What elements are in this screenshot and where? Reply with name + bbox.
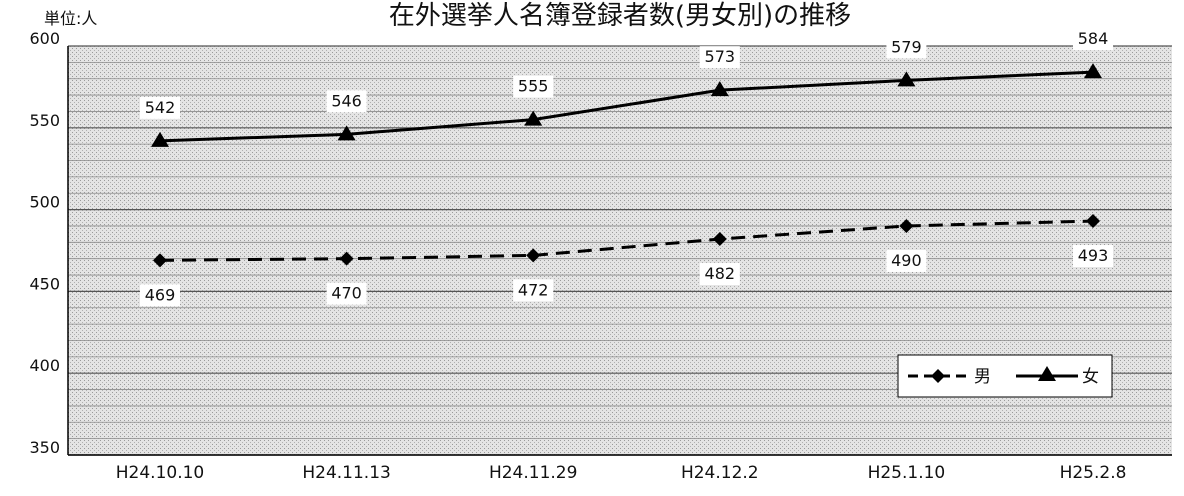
y-tick-label: 550: [29, 111, 60, 130]
legend-label-male: 男: [974, 367, 991, 387]
unit-label: 単位:人: [44, 9, 97, 28]
data-label-female: 584: [1078, 29, 1109, 48]
data-label-background: [513, 279, 554, 302]
data-label-male: 470: [331, 284, 362, 303]
legend-marker-male: [931, 369, 945, 383]
data-point-female: [1084, 63, 1102, 79]
data-label-background: [1073, 28, 1113, 51]
data-label-female: 579: [891, 37, 922, 56]
legend-marker-female: [1038, 366, 1056, 381]
data-point-female: [337, 125, 356, 141]
data-label-background: [699, 263, 740, 286]
data-label-male: 490: [891, 251, 922, 270]
data-point-male: [1086, 214, 1100, 229]
series-line-male: [159, 219, 1094, 262]
y-tick-label: 600: [29, 29, 60, 48]
data-point-female: [524, 110, 543, 126]
data-label-background: [699, 46, 740, 69]
data-label-background: [513, 75, 554, 98]
legend-label-female: 女: [1082, 367, 1099, 387]
data-label-female: 555: [518, 77, 549, 96]
data-point-female: [710, 81, 729, 97]
x-tick-label: H24.10.10: [116, 463, 205, 483]
data-label-background: [886, 249, 927, 272]
y-tick-label: 450: [29, 274, 60, 293]
data-label-male: 482: [705, 264, 736, 283]
data-label-male: 472: [518, 280, 549, 299]
data-point-male: [153, 253, 167, 268]
data-point-female: [897, 71, 916, 87]
x-tick-label: H24.11.29: [489, 463, 578, 483]
data-label-female: 546: [331, 91, 362, 110]
data-point-male: [712, 232, 727, 247]
data-label-background: [140, 284, 180, 307]
data-point-female: [151, 131, 169, 147]
y-tick-label: 400: [29, 356, 60, 375]
x-tick-label: H24.11.13: [302, 463, 391, 483]
series-line-female: [159, 70, 1094, 143]
x-tick-label: H25.1.10: [868, 463, 946, 483]
data-label-background: [140, 96, 180, 119]
data-point-male: [526, 248, 541, 263]
x-tick-label: H24.12.2: [681, 463, 759, 483]
data-point-male: [899, 218, 914, 233]
data-label-female: 573: [705, 47, 736, 66]
data-label-background: [1073, 245, 1113, 268]
y-tick-label: 350: [29, 438, 60, 457]
chart-title: 在外選挙人名簿登録者数(男女別)の推移: [389, 1, 851, 31]
data-label-background: [326, 282, 367, 305]
data-label-male: 493: [1078, 246, 1109, 265]
data-label-background: [886, 36, 927, 59]
data-label-background: [326, 90, 367, 113]
data-point-male: [339, 251, 354, 266]
y-tick-label: 500: [29, 193, 60, 212]
data-label-male: 469: [145, 285, 176, 304]
x-tick-label: H25.2.8: [1060, 463, 1127, 483]
data-label-female: 542: [145, 98, 176, 117]
